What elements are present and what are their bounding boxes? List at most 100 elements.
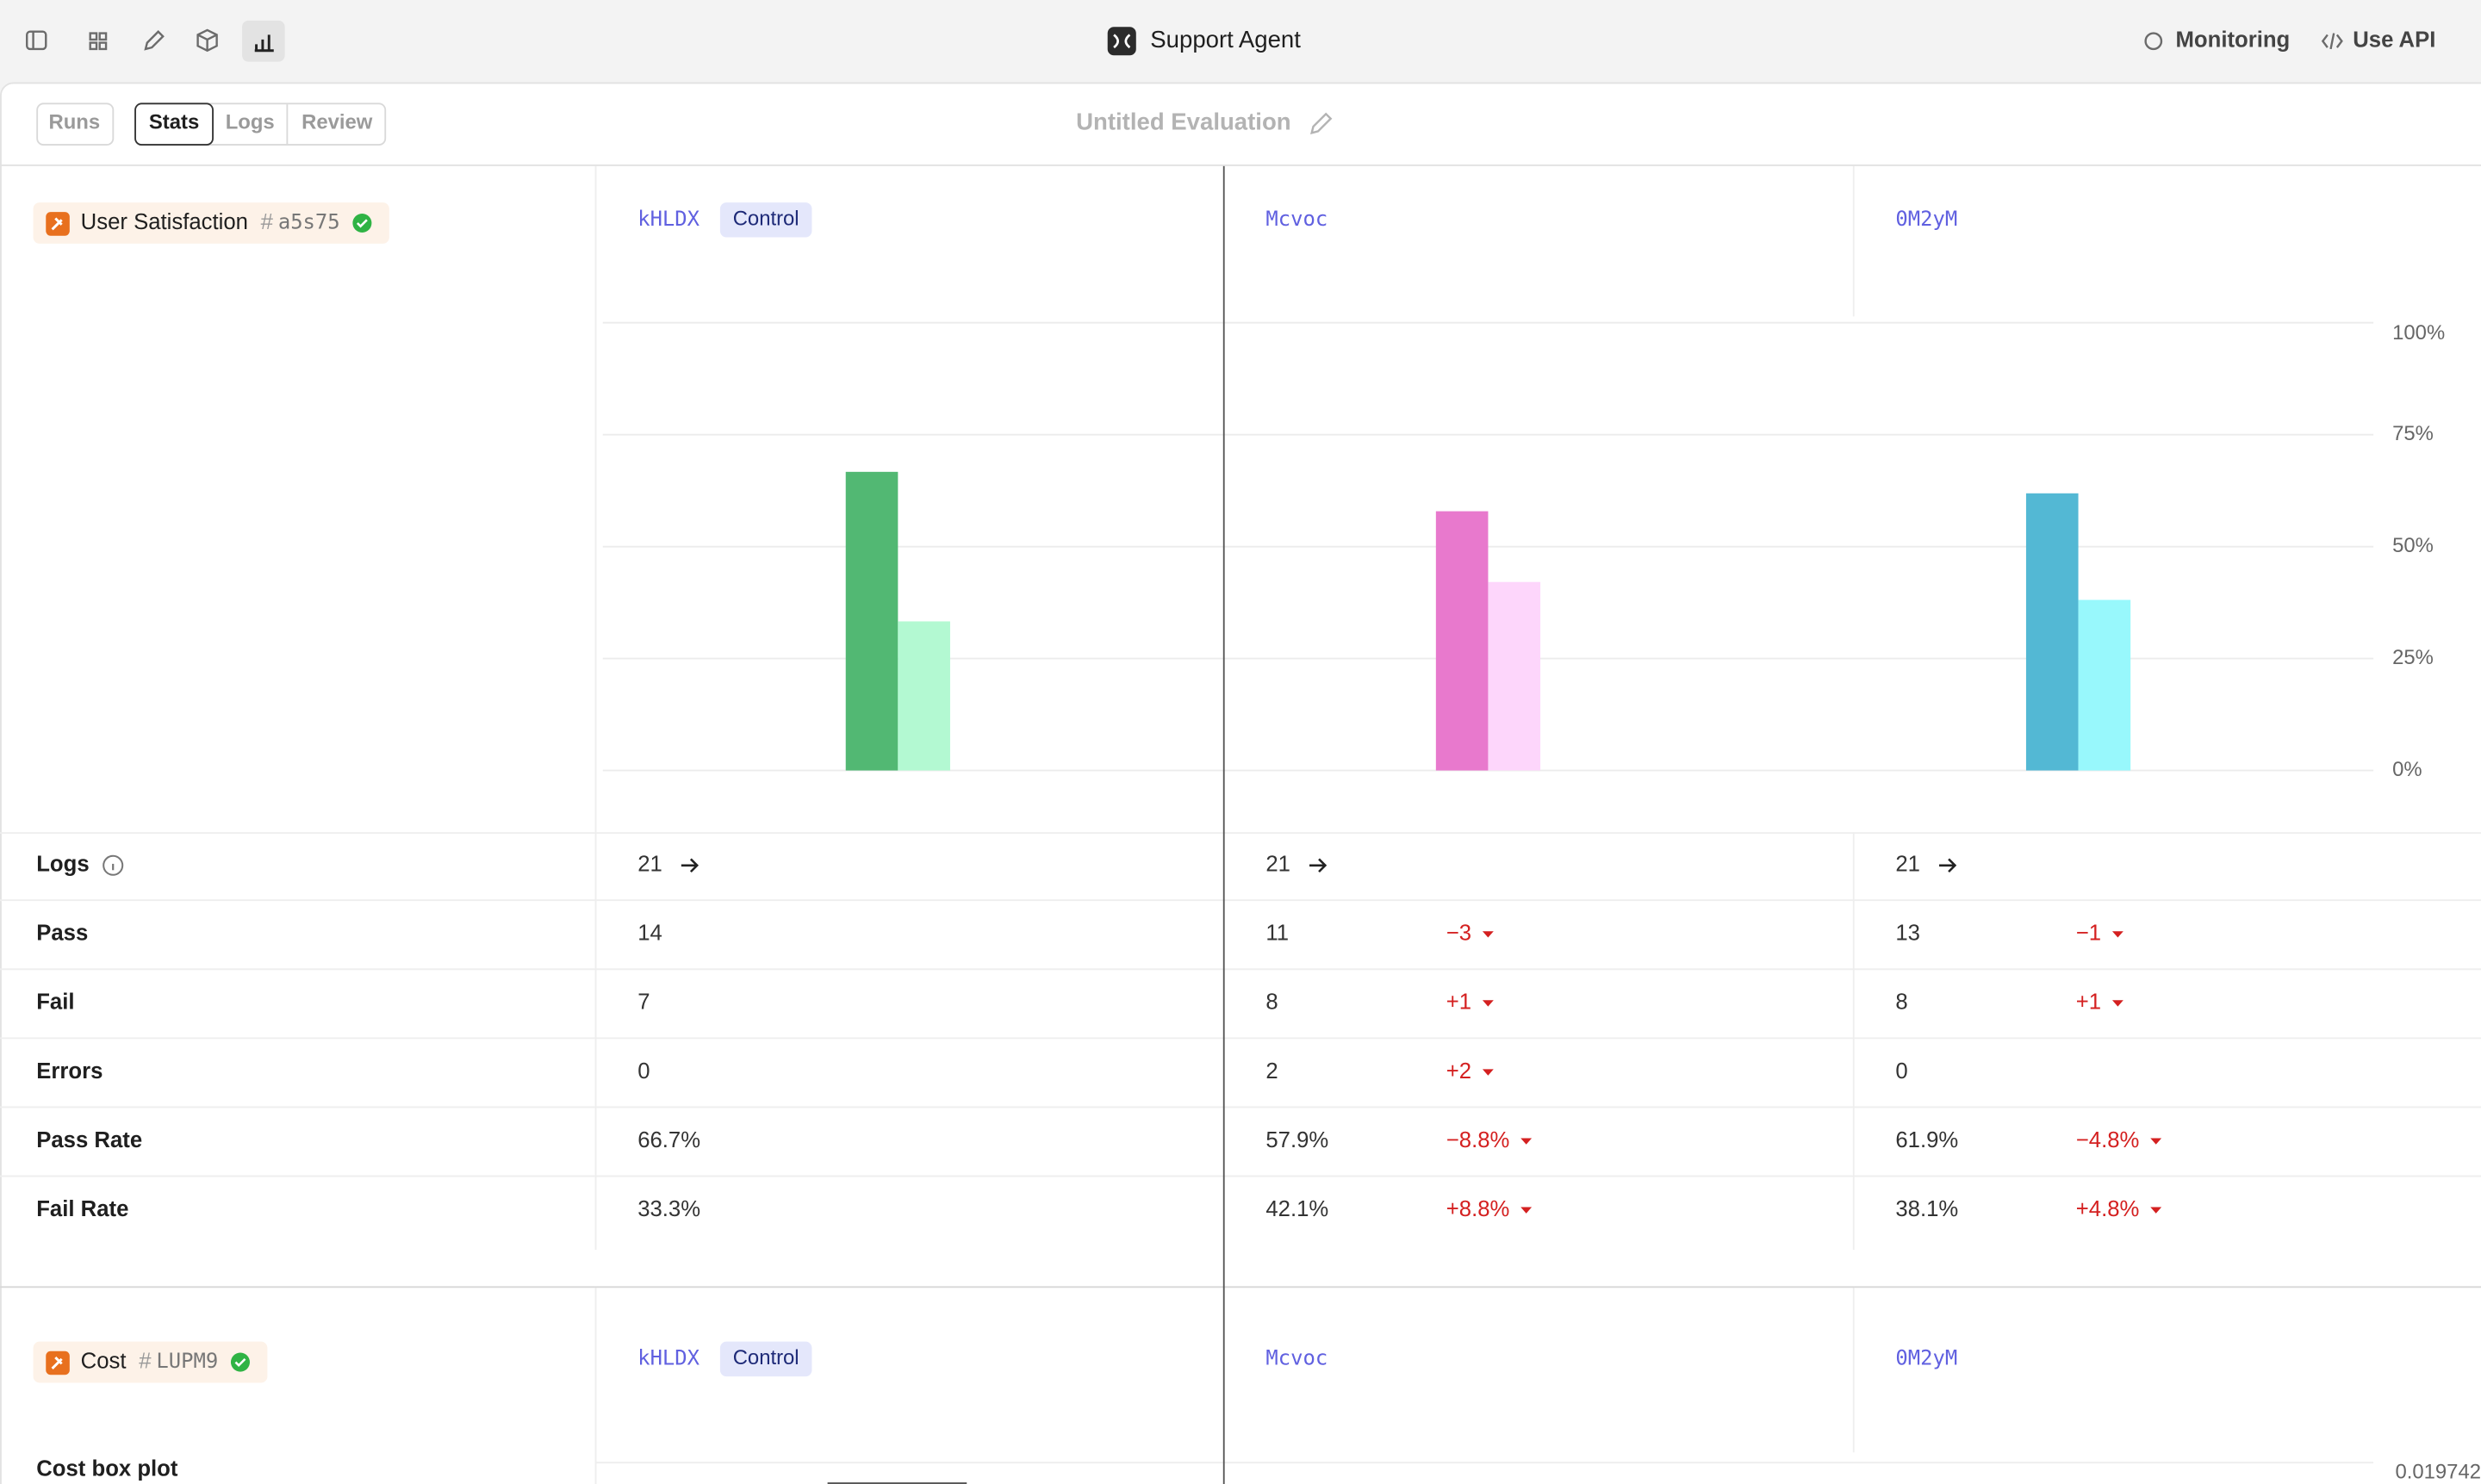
score-badge [33,202,389,244]
status-check [356,219,368,228]
cell-value: 33.3% [637,1197,700,1221]
edit-icon[interactable] [144,30,165,51]
open-logs-arrow [1309,858,1328,873]
experiment-name: Mcvoc [1265,1345,1328,1369]
cell-value: 8 [1895,990,1907,1015]
monitoring-icon [2144,32,2163,51]
status-ok [352,213,372,233]
control-badge [719,202,812,238]
control-badge [719,1341,812,1377]
evaluation-title[interactable]: Untitled Evaluation [1076,109,1290,135]
logs-tab-label[interactable]: Logs [226,111,275,134]
stats-tab[interactable] [134,102,214,146]
cell-value: 7 [637,990,650,1015]
score-id: LUPM9 [156,1349,218,1373]
app-logo-mark [1113,34,1131,49]
experiment-name: Mcvoc [1265,207,1328,231]
open-logs-arrow [1939,858,1957,873]
cell-value: 21 [1895,853,1920,877]
info-icon [103,854,124,876]
experiment-name: 0M2yM [1895,207,1957,231]
experiment-name: 0M2yM [1895,1345,1957,1369]
axis-label: 0.019742 [2395,1460,2481,1483]
row-label: Fail Rate [36,1197,128,1221]
hash: # [261,210,274,234]
y-tick-label: 25% [2392,646,2434,669]
bar [2025,493,2079,771]
cell-value: 2 [1265,1059,1278,1084]
cell-delta: −4.8% [2076,1128,2140,1152]
delta-caret [1482,1069,1494,1076]
bar [845,471,899,771]
score-name: Cost [81,1349,127,1373]
cell-delta: +1 [2076,990,2101,1015]
score-icon-mark [51,1357,63,1369]
sidebar-toggle[interactable] [26,30,47,51]
delta-caret [1520,1207,1533,1214]
score-badge [33,1341,268,1383]
row-label: Fail [36,990,74,1015]
cell-delta: −3 [1446,922,1471,946]
row-label: Cost box plot [36,1456,178,1481]
bar [1488,581,1541,771]
content: User Satisfaction # a5s75 kHLDX Control Mcvoc… [0,165,2481,1484]
experiment-name: kHLDX [637,1345,700,1369]
cell-value: 8 [1265,990,1278,1015]
score-name: User Satisfaction [81,210,248,234]
cell-value: 21 [1265,853,1290,877]
box-icon[interactable] [196,28,218,53]
app-logo [1107,27,1136,56]
open-logs-arrow [681,858,700,873]
runs-tab[interactable] [36,102,115,146]
stats-icon [254,34,274,53]
grid-icon[interactable] [89,32,108,51]
delta-caret [2150,1138,2162,1145]
cell-delta: −8.8% [1446,1128,1510,1152]
bar [2078,599,2131,771]
cell-value: 61.9% [1895,1128,1958,1152]
review-tab-label[interactable]: Review [302,111,373,134]
status-check [234,1357,246,1368]
delta-caret [2111,931,2123,938]
delta-caret [1520,1138,1533,1145]
cell-value: 0 [1895,1059,1907,1084]
main-panel [0,82,2481,1484]
cell-value: 0 [637,1059,650,1084]
use-api-link[interactable]: Use API [2353,28,2435,53]
cell-value: 21 [637,853,662,877]
cell-value: 57.9% [1265,1128,1328,1152]
score-icon-mark [51,217,63,231]
rename-icon[interactable] [1310,112,1333,134]
cell-value: 11 [1265,922,1289,946]
cell-value: 42.1% [1265,1197,1328,1221]
cell-value: 14 [637,922,662,946]
row-label: Logs [36,853,89,877]
bar [898,621,950,771]
cell-delta: +8.8% [1446,1197,1510,1221]
row-label: Pass Rate [36,1128,142,1152]
score-id: a5s75 [278,210,340,234]
y-tick-label: 75% [2392,422,2434,445]
control-badge-label: Control [733,208,799,231]
cell-value: 13 [1895,922,1920,946]
y-tick-label: 50% [2392,534,2434,557]
experiment-name: kHLDX [637,207,700,231]
monitoring-link[interactable]: Monitoring [2176,28,2291,53]
y-tick-label: 0% [2392,758,2422,781]
cell-value: 38.1% [1895,1197,1958,1221]
row-label: Errors [36,1059,103,1084]
app-title: Support Agent [1150,26,1301,53]
runs-tab-label[interactable]: Runs [48,111,100,134]
api-icon [2321,33,2343,50]
delta-caret [1482,1000,1494,1007]
bar [1435,511,1489,771]
stats-tab-label[interactable]: Stats [149,111,199,134]
cell-delta: +2 [1446,1059,1471,1084]
hash: # [139,1349,152,1373]
control-badge-label: Control [733,1346,799,1369]
delta-caret [2150,1207,2162,1214]
row-label: Pass [36,922,88,946]
cell-value: 66.7% [637,1128,700,1152]
